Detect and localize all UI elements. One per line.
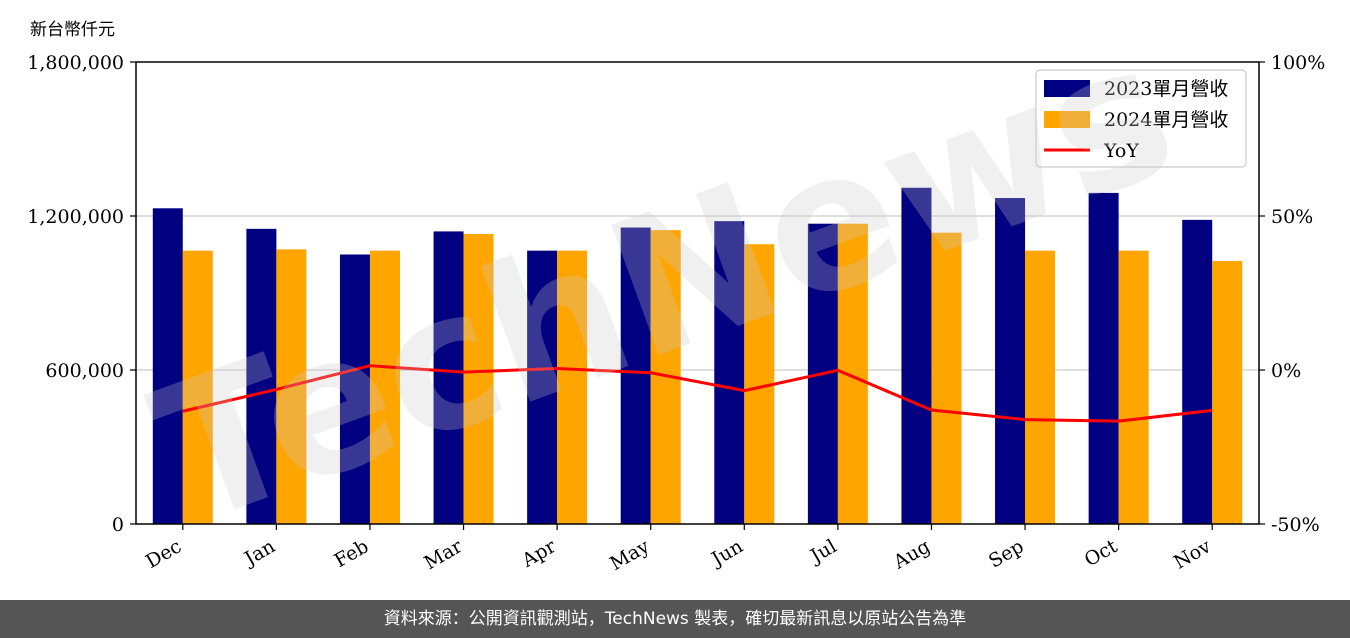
yoy-line: [182, 364, 1213, 423]
unit-label: 新台幣仟元: [30, 20, 115, 40]
x-tick-label: Apr: [517, 535, 560, 572]
y2-tick-label: -50%: [1271, 514, 1320, 536]
x-tick-label: Dec: [142, 535, 185, 573]
y2-tick-label: 100%: [1271, 52, 1325, 74]
y-tick-label: 0: [112, 514, 124, 536]
legend-label: YoY: [1103, 140, 1139, 162]
x-tick-label: Oct: [1081, 535, 1122, 571]
bar-2023: [527, 250, 558, 524]
x-tick-label: Jul: [805, 535, 840, 568]
x-tick-label: May: [606, 535, 653, 575]
bar-2024: [557, 250, 588, 524]
x-tick-label: Mar: [421, 535, 467, 574]
x-tick-label: Jun: [706, 535, 747, 571]
legend: 2023單月營收 2024單月營收 YoY: [1035, 69, 1247, 168]
bar-2023: [1088, 192, 1119, 524]
bar-2024: [1025, 250, 1056, 524]
bar-2023: [714, 221, 745, 524]
y2-tick-label: 50%: [1271, 206, 1313, 228]
bar-2023: [620, 227, 651, 525]
x-tick-label: Aug: [889, 535, 934, 574]
chart: 0 600,000 1,200,000 1,800,000 -50% 0% 50% 100% D…: [27, 52, 1325, 575]
y-tick-label: 1,200,000: [27, 206, 124, 228]
y2-tick-label: 0%: [1271, 360, 1301, 382]
legend-label: 2023單月營收: [1104, 78, 1228, 100]
plot-frame: [135, 61, 1260, 525]
x-tick-label: Sep: [985, 535, 1028, 572]
legend-swatch: [1044, 80, 1090, 97]
x-tick-label: Feb: [331, 535, 373, 572]
bar-2023: [339, 254, 370, 524]
y-tick-label: 600,000: [45, 360, 124, 382]
bar-2024: [463, 233, 494, 524]
y-tick-label: 1,800,000: [27, 52, 124, 74]
bar-2023: [433, 231, 464, 524]
bar-2024: [1212, 260, 1243, 524]
x-tick-label: Nov: [1170, 535, 1215, 574]
source-footer: 資料來源：公開資訊觀測站，TechNews 製表，確切最新訊息以原站公告為準: [0, 600, 1350, 638]
bar-2024: [837, 223, 868, 524]
bar-2023: [1182, 219, 1213, 524]
bar-2023: [901, 187, 932, 524]
bar-2024: [369, 250, 400, 524]
bar-2024: [1118, 250, 1149, 524]
bar-2023: [246, 228, 277, 525]
x-tick-label: Jan: [239, 535, 279, 571]
legend-swatch: [1044, 111, 1090, 128]
bar-2024: [182, 250, 213, 524]
bar-2023: [152, 208, 183, 525]
legend-label: 2024單月營收: [1104, 109, 1228, 131]
bar-2024: [931, 232, 962, 524]
bar-2023: [995, 198, 1026, 525]
